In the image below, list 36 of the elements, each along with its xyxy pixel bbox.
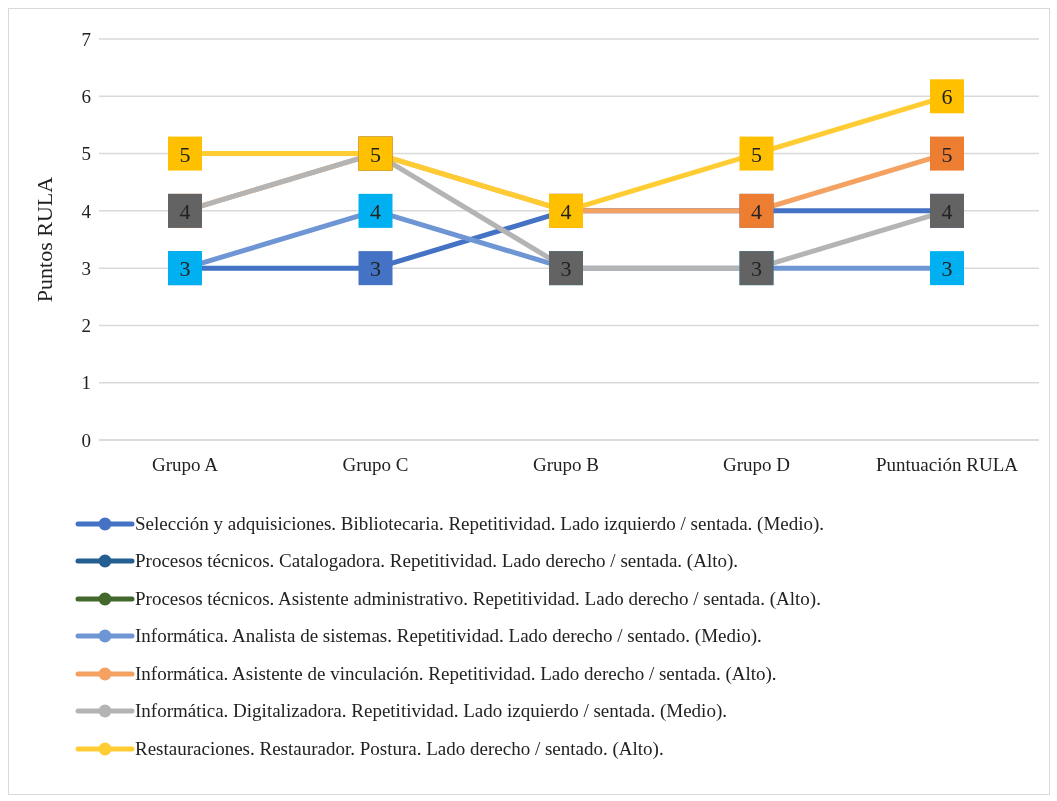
- y-tick-label: 4: [81, 200, 92, 222]
- data-label: 6: [941, 84, 953, 110]
- data-label: 5: [751, 141, 762, 167]
- data-label: 3: [179, 256, 191, 282]
- y-tick-label: 1: [81, 372, 91, 394]
- y-tick-label: 0: [81, 429, 91, 451]
- data-label: 3: [370, 256, 381, 282]
- legend-label: Selección y adquisiciones. Bibliotecaria. Repetitividad. Lado izquierdo / sentada. (Medio).: [135, 512, 825, 535]
- y-tick-label: 5: [81, 143, 91, 165]
- legend-label: Informática. Asistente de vinculación. Repetitividad. Lado derecho / sentada. (Alto).: [135, 662, 777, 685]
- y-tick-label: 2: [81, 315, 91, 337]
- y-tick-label: 7: [81, 28, 91, 50]
- y-axis-title: Puntos RULA: [31, 176, 57, 303]
- x-tick-label: Grupo C: [342, 454, 409, 476]
- legend-label: Procesos técnicos. Asistente administrativo. Repetitividad. Lado derecho / sentada. (Alto).: [135, 587, 821, 610]
- data-label: 4: [751, 198, 762, 224]
- x-tick-label: Puntuación RULA: [876, 454, 1019, 476]
- data-label: 4: [370, 198, 381, 224]
- y-tick-label: 3: [81, 257, 91, 279]
- legend-label: Informática. Digitalizadora. Repetitividad. Lado izquierdo / sentada. (Medio).: [135, 700, 727, 723]
- x-tick-label: Grupo A: [152, 454, 219, 476]
- legend-label: Restauraciones. Restaurador. Postura. Lado derecho / sentado. (Alto).: [135, 737, 664, 760]
- y-tick-label: 6: [81, 86, 91, 108]
- data-label: 5: [941, 141, 953, 167]
- data-label: 5: [179, 141, 191, 167]
- data-label: 4: [941, 198, 953, 224]
- data-label: 3: [751, 256, 762, 282]
- data-label: 3: [560, 256, 572, 282]
- data-label: 5: [370, 141, 381, 167]
- legend-label: Procesos técnicos. Catalogadora. Repetitividad. Lado derecho / sentada. (Alto).: [135, 550, 739, 573]
- data-label: 4: [560, 198, 572, 224]
- data-label: 4: [179, 198, 191, 224]
- data-label: 3: [941, 256, 953, 282]
- legend-label: Informática. Analista de sistemas. Repetitividad. Lado derecho / sentado. (Medio).: [135, 625, 762, 648]
- x-tick-label: Grupo B: [533, 454, 599, 476]
- x-tick-label: Grupo D: [722, 454, 791, 476]
